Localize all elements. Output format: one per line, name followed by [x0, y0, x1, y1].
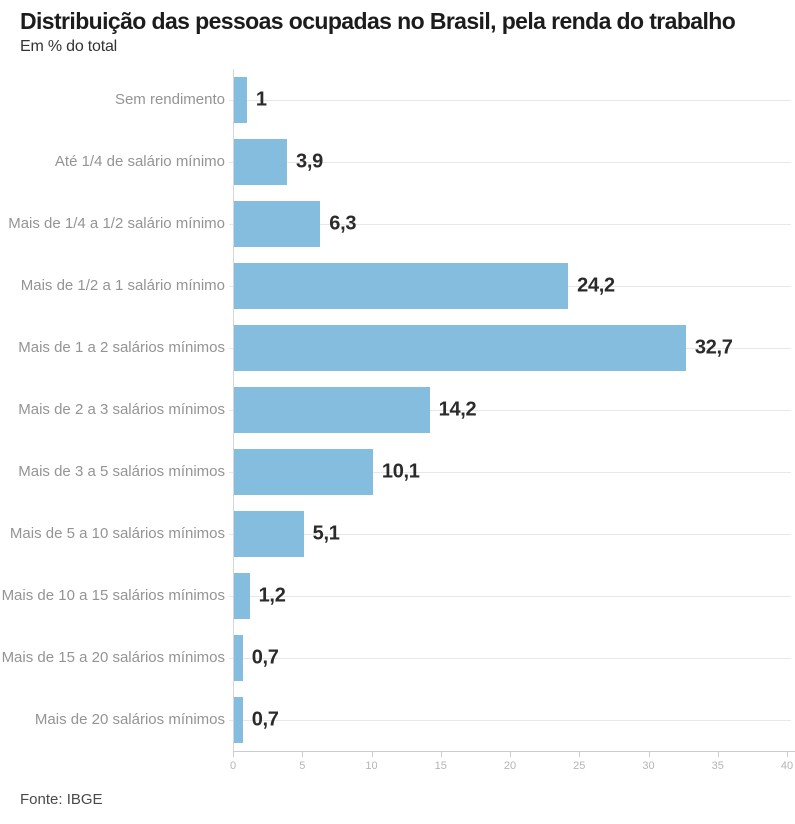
x-axis-tick	[510, 750, 511, 757]
x-axis-tick-label: 15	[434, 759, 447, 772]
value-label: 1	[255, 88, 267, 111]
bar	[233, 634, 243, 681]
category-label: Mais de 5 a 10 salários mínimos	[9, 524, 225, 542]
value-label: 0,7	[251, 708, 279, 731]
bar	[233, 76, 247, 123]
chart-title: Distribuição das pessoas ocupadas no Bra…	[20, 8, 736, 34]
x-axis-line	[233, 750, 795, 752]
y-axis-line	[233, 68, 234, 751]
chart-plot-area: Sem rendimento 1 Até 1/4 de salário mínimo…	[0, 69, 795, 751]
bar-track: 1	[233, 69, 787, 131]
chart-row: Mais de 2 a 3 salários mínimos 14,2	[0, 379, 795, 441]
x-axis-tick-label: 10	[365, 759, 378, 772]
bar-track: 32,7	[233, 317, 787, 379]
bar	[233, 386, 430, 433]
value-label: 24,2	[577, 274, 615, 297]
bar	[233, 324, 686, 371]
source-note: Fonte: IBGE	[20, 790, 103, 808]
category-label: Sem rendimento	[114, 90, 225, 108]
category-label: Mais de 1/2 a 1 salário mínimo	[20, 276, 225, 294]
chart-row: Sem rendimento 1	[0, 69, 795, 131]
chart-row: Até 1/4 de salário mínimo 3,9	[0, 131, 795, 193]
category-label: Mais de 2 a 3 salários mínimos	[18, 400, 225, 418]
chart-row: Mais de 1/4 a 1/2 salário mínimo 6,3	[0, 193, 795, 255]
x-axis-tick-label: 30	[642, 759, 655, 772]
value-label: 10,1	[381, 460, 420, 483]
bar-track: 6,3	[233, 193, 787, 255]
chart-footer: Fonte: IBGE	[0, 779, 795, 808]
x-axis-tick	[233, 750, 234, 757]
chart-row: Mais de 1/2 a 1 salário mínimo 24,2	[0, 255, 795, 317]
bar	[233, 696, 243, 743]
bar	[233, 510, 304, 557]
bar	[233, 262, 569, 309]
value-label: 14,2	[438, 398, 477, 421]
x-axis-tick-label: 25	[573, 759, 586, 772]
x-axis: 0 5 10 15 20 25 30 35 40	[229, 750, 795, 779]
chart-subtitle: Em % do total	[20, 37, 118, 55]
x-axis-tick	[440, 750, 442, 757]
chart-row: Mais de 20 salários mínimos 0,7	[0, 689, 795, 751]
value-label: 32,7	[694, 336, 733, 359]
category-label: Mais de 20 salários mínimos	[34, 710, 225, 728]
bar	[233, 448, 373, 495]
value-label: 0,7	[251, 646, 279, 669]
x-axis-tick	[579, 750, 581, 757]
x-axis-tick-label: 0	[229, 759, 237, 772]
category-label: Mais de 3 a 5 salários mínimos	[18, 462, 225, 480]
value-label: 3,9	[296, 150, 323, 173]
x-axis-tick-label: 5	[299, 759, 306, 772]
chart-header: Distribuição das pessoas ocupadas no Bra…	[0, 0, 795, 56]
bar	[233, 138, 287, 185]
category-label: Até 1/4 de salário mínimo	[54, 152, 225, 170]
x-axis-tick-label: 40	[780, 759, 794, 772]
x-axis-tick	[787, 750, 788, 757]
x-axis-tick	[302, 750, 304, 757]
x-axis-tick-label: 20	[503, 759, 517, 772]
chart-row: Mais de 5 a 10 salários mínimos 5,1	[0, 503, 795, 565]
bar-chart: Sem rendimento 1 Até 1/4 de salário mínimo…	[0, 68, 795, 779]
bar-track: 3,9	[233, 131, 787, 193]
bar-track: 0,7	[233, 627, 787, 689]
category-label: Mais de 1/4 a 1/2 salário mínimo	[8, 214, 225, 232]
chart-row: Mais de 10 a 15 salários mínimos 1,2	[0, 565, 795, 627]
chart-row: Mais de 3 a 5 salários mínimos 10,1	[0, 441, 795, 503]
value-label: 5,1	[312, 522, 340, 545]
bar-track: 24,2	[233, 255, 787, 317]
value-label: 6,3	[329, 212, 357, 235]
chart-row: Mais de 1 a 2 salários mínimos 32,7	[0, 317, 795, 379]
chart-row: Mais de 15 a 20 salários mínimos 0,7	[0, 627, 795, 689]
bar	[233, 572, 250, 619]
category-label: Mais de 10 a 15 salários mínimos	[1, 586, 225, 604]
bar	[233, 200, 321, 247]
category-label: Mais de 1 a 2 salários mínimos	[18, 338, 225, 356]
bar-track: 10,1	[233, 441, 787, 503]
bar-track: 1,2	[233, 565, 787, 627]
x-axis-tick	[648, 750, 650, 757]
value-label: 1,2	[258, 584, 286, 607]
x-axis-tick	[371, 750, 373, 757]
bar-track: 14,2	[233, 379, 787, 441]
bar-track: 0,7	[233, 689, 787, 751]
x-axis-tick-label: 35	[711, 759, 724, 772]
category-label: Mais de 15 a 20 salários mínimos	[1, 648, 225, 666]
x-axis-tick	[717, 750, 719, 757]
bar-track: 5,1	[233, 503, 787, 565]
